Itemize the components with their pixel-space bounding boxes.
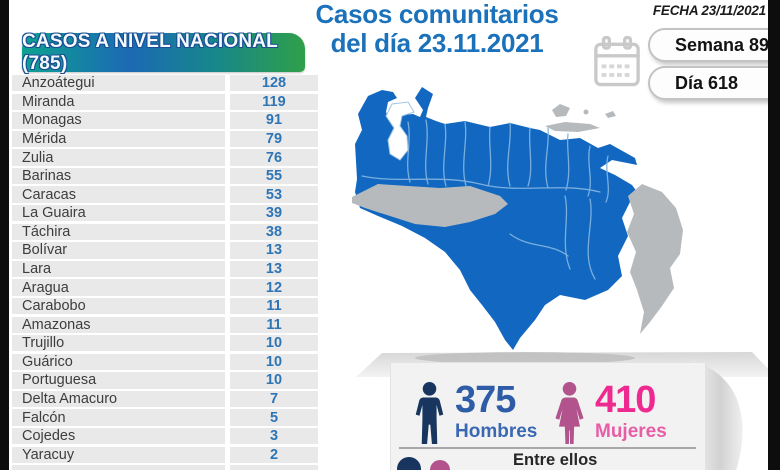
state-cases-cell: 11 (230, 316, 318, 333)
state-name-cell: La Guaira (12, 205, 225, 222)
state-name-cell: Carabobo (12, 297, 225, 315)
fecha-label: FECHA 23/11/2021 (652, 3, 766, 18)
mujeres-value: 410 (595, 379, 656, 421)
semana-label: Semana 89 (675, 34, 770, 55)
state-name-cell: Lara (12, 260, 225, 278)
right-black-bar (768, 0, 780, 470)
stats-divider (399, 447, 696, 449)
table-row: Lara 13 (12, 260, 318, 278)
state-cases-cell: 12 (230, 279, 318, 296)
table-row: Zulia 76 (12, 149, 318, 166)
table-row: Trujillo 10 (12, 335, 318, 352)
national-cases-panel: CASOS A NIVEL NACIONAL (785) Anzoátegui … (12, 30, 318, 470)
state-name-cell: Zulia (12, 149, 225, 166)
calendar-icon (593, 35, 641, 90)
state-name-cell: Yaracuy (12, 446, 225, 463)
table-row: Bolívar 13 (12, 242, 318, 259)
state-cases-cell: 91 (230, 112, 318, 129)
state-cases-cell: 10 (230, 372, 318, 389)
page-title-line1: Casos comunitarios (315, 0, 559, 29)
national-cases-header-label: CASOS A NIVEL NACIONAL (785) (22, 30, 278, 74)
dia-label: Día 618 (675, 72, 739, 93)
table-row: Monagas 91 (12, 112, 318, 129)
partial-person-icon-pink (430, 460, 450, 470)
state-cases-cell: 128 (230, 75, 318, 92)
state-cases-cell: 13 (230, 260, 318, 278)
table-row: Caracas 53 (12, 186, 318, 203)
table-row: La Guaira 39 (12, 205, 318, 222)
state-name-cell: Monagas (12, 112, 225, 129)
state-cases-cell: 7 (230, 390, 318, 408)
state-name-cell: Miranda (12, 93, 225, 110)
state-cases-cell: 13 (230, 242, 318, 259)
table-row: Amazonas 11 (12, 316, 318, 333)
table-row: Táchira 38 (12, 223, 318, 241)
table-row: Portuguesa 10 (12, 372, 318, 389)
state-name-cell: Guárico (12, 353, 225, 371)
state-cases-cell: 76 (230, 149, 318, 166)
state-name-cell: Trujillo (12, 335, 225, 352)
state-cases-cell: 119 (230, 93, 318, 110)
table-row: Falcón 5 (12, 409, 318, 426)
table-row: Delta Amacuro 7 (12, 390, 318, 408)
state-name-cell: Mérida (12, 130, 225, 148)
state-name-cell: Aragua (12, 279, 225, 296)
entre-ellos-label: Entre ellos (513, 451, 598, 469)
hombres-stat: 375 Hombres (413, 379, 538, 446)
table-row: Guárico 10 (12, 353, 318, 371)
woman-icon (555, 382, 584, 445)
table-row: Carabobo 11 (12, 297, 318, 315)
state-name-cell: Táchira (12, 223, 225, 241)
state-name-cell: Anzoátegui (12, 75, 225, 92)
table-row-partial (12, 465, 318, 470)
state-cases-cell: 10 (230, 335, 318, 352)
state-cases-cell: 5 (230, 409, 318, 426)
state-cases-cell: 55 (230, 167, 318, 185)
semana-badge: Semana 89 (648, 28, 780, 62)
venezuela-map (350, 84, 695, 354)
hombres-label: Hombres (455, 421, 538, 442)
table-row: Anzoátegui 128 (12, 75, 318, 92)
man-icon (415, 382, 444, 445)
state-cases-cell: 10 (230, 353, 318, 371)
page-title: Casos comunitarios del día 23.11.2021 (298, 0, 576, 58)
state-cases-cell: 11 (230, 297, 318, 315)
table-row: Yaracuy 2 (12, 446, 318, 463)
mujeres-stat: 410 Mujeres (553, 379, 667, 446)
state-name-cell: Delta Amacuro (12, 390, 225, 408)
state-name-cell: Portuguesa (12, 372, 225, 389)
state-name-cell: Falcón (12, 409, 225, 426)
table-row: Barinas 55 (12, 167, 318, 185)
national-cases-header: CASOS A NIVEL NACIONAL (785) (22, 30, 305, 74)
table-row: Mérida 79 (12, 130, 318, 148)
left-black-bar (0, 0, 9, 470)
state-cases-cell: 39 (230, 205, 318, 222)
lake-maracaibo (385, 101, 415, 161)
partial-person-icon-navy (397, 457, 421, 470)
state-cases-cell: 53 (230, 186, 318, 203)
gender-stats-panel: 375 Hombres 410 Mujeres Entre ellos (390, 362, 706, 470)
state-cases-cell: 3 (230, 427, 318, 445)
table-row: Cojedes 3 (12, 427, 318, 445)
hombres-value: 375 (455, 379, 516, 421)
dia-badge: Día 618 (648, 66, 780, 100)
state-name-cell: Barinas (12, 167, 225, 185)
state-cases-cell: 2 (230, 446, 318, 463)
state-cases-table: Anzoátegui 128 Miranda 119 Monagas 91 Mé… (12, 75, 318, 463)
state-name-cell: Caracas (12, 186, 225, 203)
page-title-line2: del día 23.11.2021 (330, 28, 544, 58)
table-row: Miranda 119 (12, 93, 318, 110)
state-borders (361, 119, 609, 280)
state-cases-cell: 38 (230, 223, 318, 241)
state-name-cell: Amazonas (12, 316, 225, 333)
state-cases-cell: 79 (230, 130, 318, 148)
map-inactive-regions (352, 104, 683, 334)
table-row: Aragua 12 (12, 279, 318, 296)
state-name-cell: Bolívar (12, 242, 225, 259)
state-name-cell: Cojedes (12, 427, 225, 445)
mujeres-label: Mujeres (595, 421, 667, 442)
